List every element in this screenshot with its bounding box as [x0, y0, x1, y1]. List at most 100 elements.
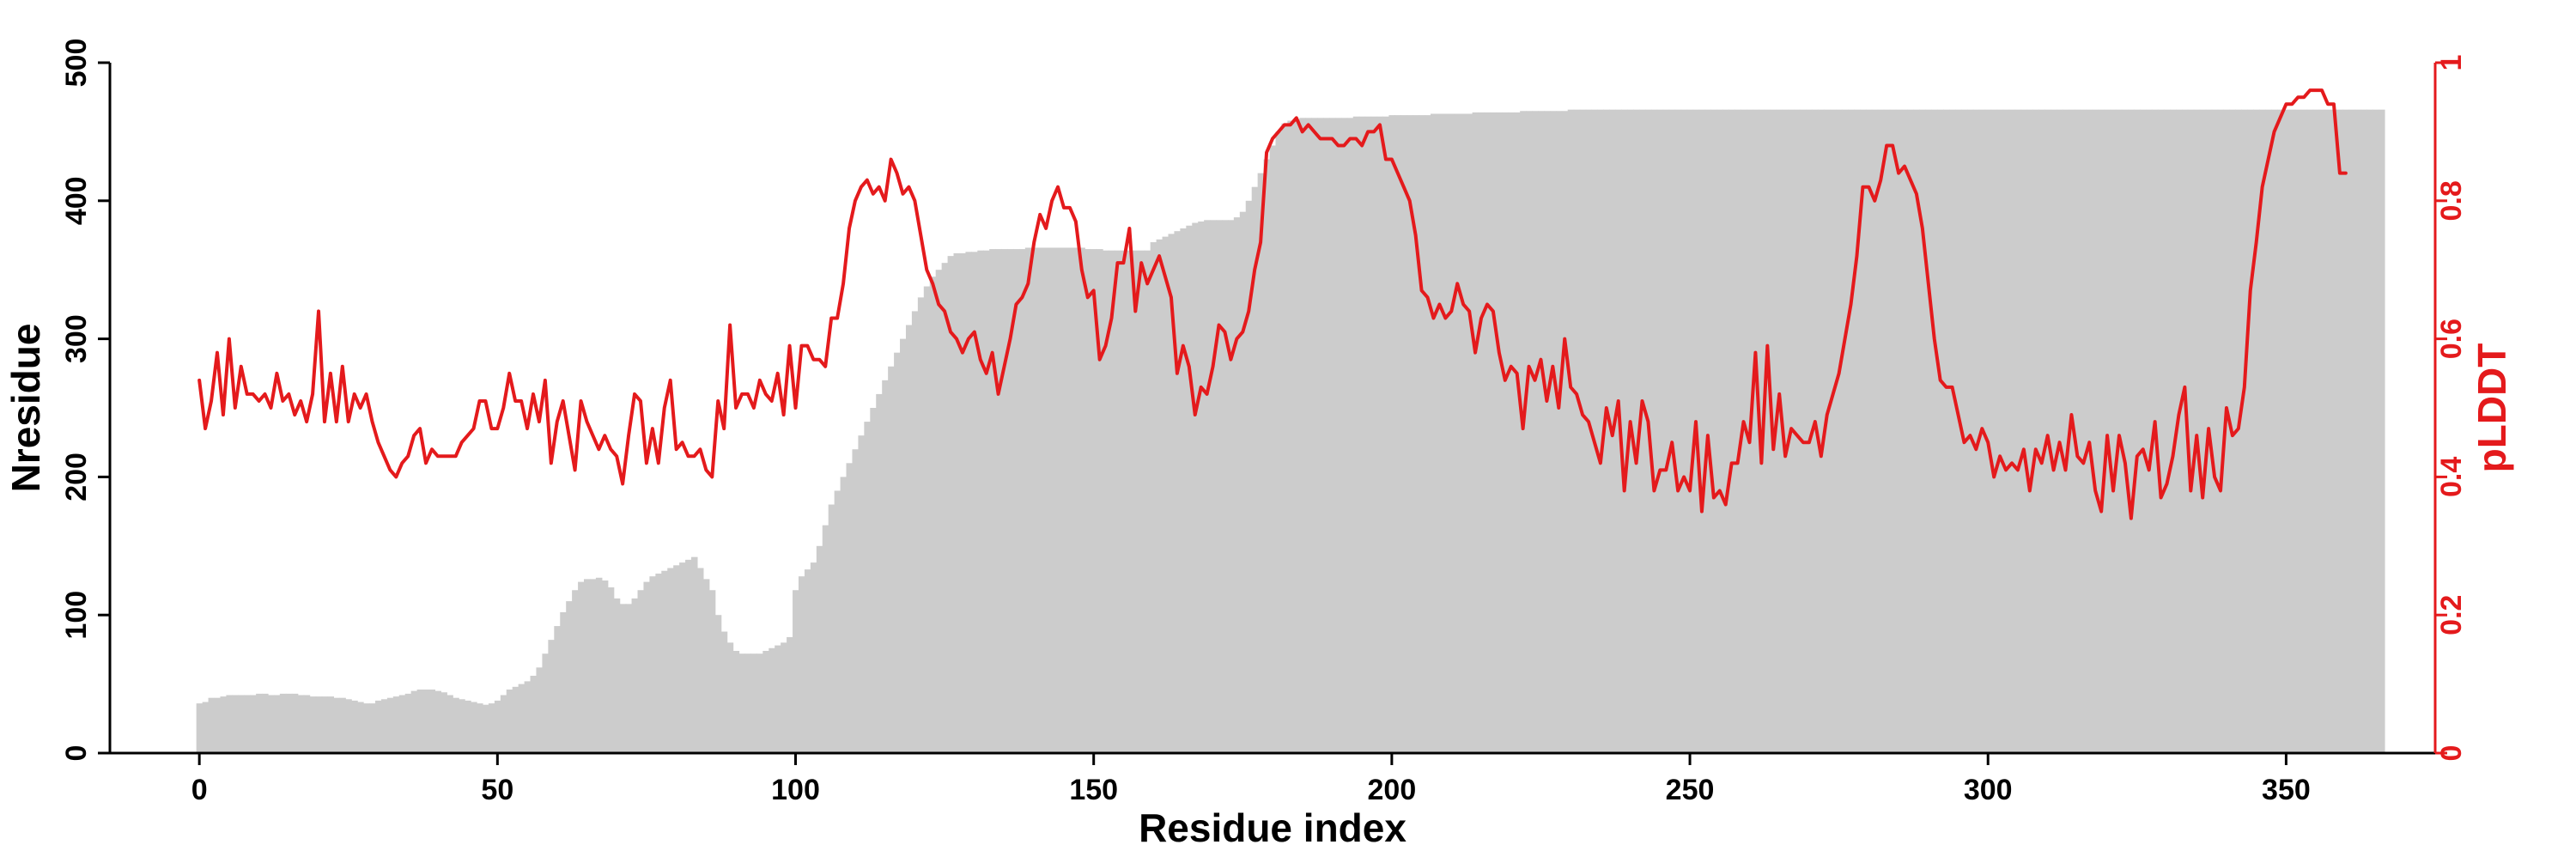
bar — [1508, 112, 1515, 753]
bar — [1364, 116, 1372, 753]
bar — [447, 695, 453, 753]
bar — [1066, 247, 1073, 754]
bar — [846, 463, 854, 753]
bar — [1502, 112, 1509, 753]
bar — [1376, 116, 1384, 753]
bar — [2175, 109, 2183, 754]
bar — [769, 647, 775, 753]
bar — [714, 615, 722, 753]
bar — [1328, 118, 1336, 753]
bar — [1042, 247, 1050, 754]
bar — [870, 408, 877, 753]
bar — [1323, 118, 1330, 753]
bar — [649, 576, 656, 753]
bar — [2110, 109, 2117, 754]
bar — [726, 642, 734, 753]
bar — [1698, 109, 1706, 754]
bar — [1138, 250, 1145, 753]
y-axis-title: Nresidue — [3, 324, 48, 493]
bar — [1305, 118, 1312, 753]
bar — [679, 562, 686, 753]
bar — [1054, 247, 1062, 754]
bar — [1668, 109, 1676, 754]
bar — [220, 696, 227, 753]
bar — [530, 675, 538, 753]
bar — [1710, 109, 1717, 754]
bar — [434, 690, 441, 753]
bar — [196, 703, 204, 753]
bar — [787, 636, 793, 753]
bar — [1204, 220, 1211, 753]
bar — [2008, 109, 2016, 754]
bar — [1800, 109, 1807, 754]
bar — [471, 702, 477, 753]
y2-tick-label: 0.4 — [2435, 457, 2468, 497]
bar — [1907, 109, 1915, 754]
bar — [1311, 118, 1318, 753]
bar — [2253, 109, 2260, 754]
bar — [762, 651, 769, 753]
x-axis-title: Residue index — [1139, 805, 1406, 850]
bar — [667, 568, 674, 753]
bar — [2199, 109, 2207, 754]
y2-tick-label: 0.2 — [2435, 595, 2468, 635]
bar — [232, 695, 239, 753]
bar — [2276, 109, 2284, 754]
bar — [2241, 109, 2248, 754]
bar — [268, 695, 275, 753]
bar — [1126, 250, 1133, 753]
bar — [262, 693, 269, 753]
bar — [303, 695, 311, 753]
bar — [1561, 111, 1569, 753]
bar — [775, 645, 781, 753]
bar — [941, 263, 949, 753]
bar — [750, 653, 757, 753]
y-tick-label: 100 — [60, 591, 93, 640]
y2-tick-label: 1 — [2435, 55, 2468, 71]
bar — [1966, 109, 1974, 754]
bar — [309, 696, 317, 753]
bar — [1848, 109, 1855, 754]
bar — [1567, 109, 1575, 754]
bar — [1496, 112, 1503, 753]
bar — [953, 252, 961, 753]
bar — [1340, 118, 1348, 753]
bar — [1865, 109, 1873, 754]
bar — [2146, 109, 2153, 754]
bar — [1943, 109, 1950, 754]
bar — [1150, 242, 1157, 753]
bar — [804, 569, 811, 753]
bar — [2336, 109, 2343, 754]
bar — [708, 590, 716, 753]
bar — [578, 581, 585, 753]
bar — [2038, 109, 2045, 754]
bar — [989, 249, 996, 754]
bar — [2288, 109, 2296, 754]
bar — [1639, 109, 1646, 754]
bar — [1012, 249, 1020, 754]
bar — [1293, 119, 1300, 753]
bar — [1597, 109, 1604, 754]
bar — [1257, 173, 1265, 753]
bar — [1466, 113, 1473, 753]
bar — [380, 699, 388, 753]
bar — [828, 504, 835, 753]
bar — [2294, 109, 2302, 754]
bar — [584, 579, 591, 753]
bar — [1001, 249, 1008, 754]
bar — [2044, 109, 2051, 754]
bar — [1144, 250, 1151, 753]
bar — [882, 380, 889, 753]
axes-layer: 0 50 100 150 200 250 300 350 0 100 200 300 400 500 0… — [60, 39, 2468, 806]
bar — [1579, 109, 1587, 754]
bar — [2092, 109, 2099, 754]
bar — [1109, 250, 1115, 753]
bar — [793, 590, 799, 753]
bar — [601, 580, 609, 753]
bar — [619, 604, 627, 753]
bar — [1543, 111, 1551, 753]
y2-tick-label: 0.6 — [2435, 319, 2468, 359]
y-tick-label: 300 — [60, 314, 93, 363]
bar — [1871, 109, 1879, 754]
bar — [1680, 109, 1688, 754]
